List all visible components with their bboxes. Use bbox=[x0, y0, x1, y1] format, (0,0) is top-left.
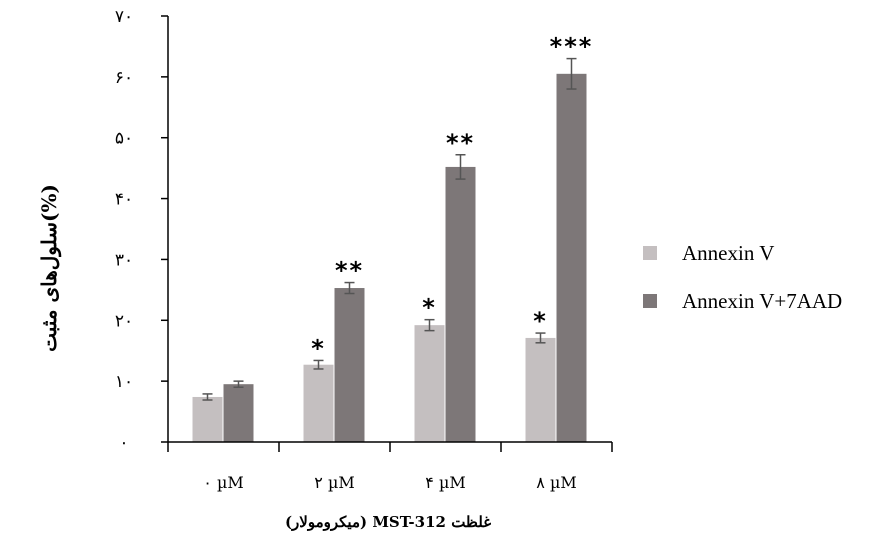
x-tick-label: ۲ µM bbox=[314, 473, 354, 492]
y-tick-label: ۳۰ bbox=[115, 250, 133, 270]
y-tick-label: ۲۰ bbox=[115, 311, 133, 331]
significance-label: * bbox=[533, 307, 548, 335]
x-tick-label: ۸ µM bbox=[536, 473, 576, 492]
y-tick-label: ۴۰ bbox=[115, 190, 133, 210]
bar bbox=[192, 396, 223, 442]
bar bbox=[525, 337, 556, 442]
y-tick-label: ۷۰ bbox=[115, 7, 133, 27]
bar bbox=[334, 288, 365, 442]
x-axis-title: غلظت MST-312 (میکرومولار) bbox=[285, 513, 491, 531]
significance-label: * bbox=[422, 294, 437, 322]
significance-label: * bbox=[311, 334, 326, 362]
bar bbox=[223, 384, 254, 442]
bars: ** ******** bbox=[192, 33, 594, 443]
bar bbox=[303, 364, 334, 442]
legend-swatch bbox=[643, 246, 657, 260]
y-tick-label: ۵۰ bbox=[115, 129, 133, 149]
bar bbox=[556, 73, 587, 443]
y-axis-ticks: ۰ ۱۰ ۲۰ ۳۰ ۴۰ ۵۰ ۶۰ ۷۰ bbox=[115, 7, 168, 453]
bar bbox=[414, 325, 445, 442]
x-tick-label: ۴ µM bbox=[425, 473, 465, 492]
legend-label: Annexin V bbox=[682, 241, 774, 265]
axes bbox=[167, 16, 613, 452]
significance-label: ** bbox=[446, 129, 475, 157]
bar bbox=[445, 166, 476, 442]
y-tick-label: ۶۰ bbox=[115, 68, 133, 88]
x-tick-label: ۰ µM bbox=[203, 473, 243, 492]
y-axis-title: سلول‌های مثبت(%) bbox=[37, 184, 62, 352]
legend-label: Annexin V+7AAD bbox=[682, 289, 842, 313]
x-axis-tick-labels: ۰ µM ۲ µM ۴ µM ۸ µM bbox=[203, 473, 576, 492]
legend-swatch bbox=[643, 294, 657, 308]
significance-label: *** bbox=[550, 33, 594, 61]
y-tick-label: ۱۰ bbox=[115, 372, 133, 392]
y-tick-label: ۰ bbox=[119, 433, 128, 453]
significance-label: ** bbox=[335, 257, 364, 285]
legend: Annexin V Annexin V+7AAD bbox=[643, 241, 842, 313]
